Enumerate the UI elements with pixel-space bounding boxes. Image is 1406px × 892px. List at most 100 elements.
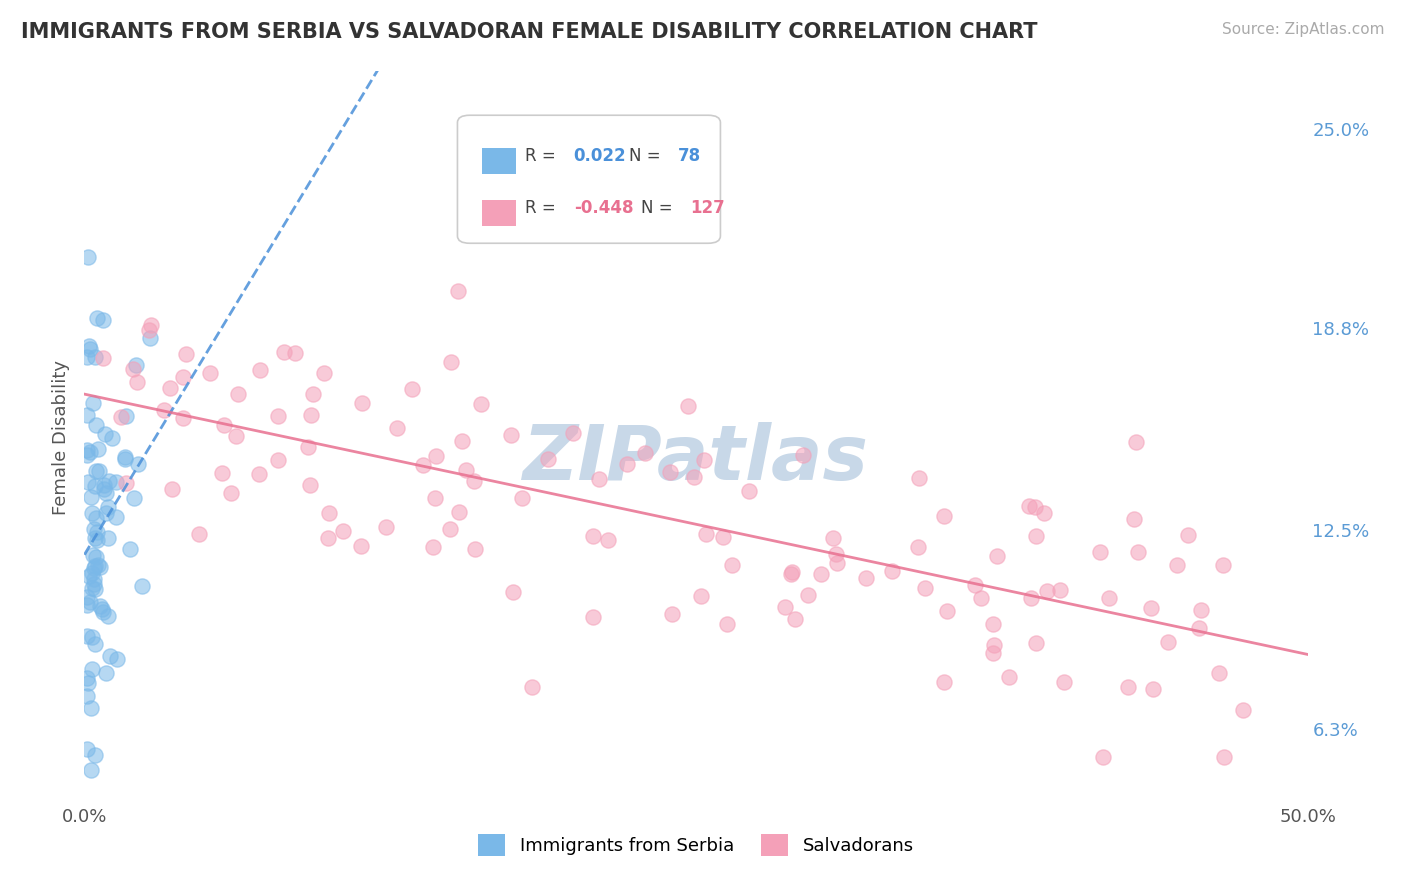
- Point: [83, 637, 105, 651]
- Point: [721, 558, 744, 572]
- Point: [122, 491, 145, 506]
- Point: [616, 457, 638, 471]
- Point: [810, 567, 832, 582]
- Point: [122, 361, 145, 376]
- Point: [350, 539, 373, 553]
- Point: [90, 602, 112, 616]
- Point: [160, 482, 183, 496]
- Point: [318, 506, 340, 520]
- Point: [711, 530, 734, 544]
- Text: 127: 127: [690, 199, 724, 218]
- Point: [422, 540, 444, 554]
- Point: [738, 483, 761, 498]
- Point: [110, 410, 132, 425]
- Point: [96, 500, 118, 514]
- Point: [827, 556, 849, 570]
- Point: [1212, 749, 1234, 764]
- Point: [82, 630, 104, 644]
- Bar: [482, 200, 516, 227]
- Point: [792, 448, 814, 462]
- Legend: Immigrants from Serbia, Salvadorans: Immigrants from Serbia, Salvadorans: [471, 827, 921, 863]
- Text: 78: 78: [678, 147, 700, 165]
- Point: [76, 689, 98, 703]
- Point: [412, 458, 434, 472]
- Point: [501, 428, 523, 442]
- Point: [659, 465, 682, 479]
- Point: [1025, 529, 1047, 543]
- Point: [562, 425, 585, 440]
- FancyBboxPatch shape: [457, 115, 720, 244]
- Point: [80, 506, 103, 520]
- Point: [676, 399, 699, 413]
- Text: IMMIGRANTS FROM SERBIA VS SALVADORAN FEMALE DISABILITY CORRELATION CHART: IMMIGRANTS FROM SERBIA VS SALVADORAN FEM…: [21, 22, 1038, 42]
- Text: 0.022: 0.022: [574, 147, 626, 165]
- Point: [76, 408, 98, 422]
- Point: [773, 599, 796, 614]
- Point: [138, 331, 160, 345]
- Point: [211, 466, 233, 480]
- Point: [84, 418, 107, 433]
- Point: [91, 351, 114, 366]
- Point: [1188, 621, 1211, 635]
- Point: [84, 478, 107, 492]
- Point: [76, 676, 98, 690]
- Point: [1098, 591, 1121, 605]
- Point: [520, 680, 543, 694]
- Point: [1126, 544, 1149, 558]
- Point: [596, 533, 619, 548]
- Point: [86, 533, 108, 547]
- Point: [1177, 528, 1199, 542]
- Point: [76, 629, 98, 643]
- Point: [297, 440, 319, 454]
- Point: [93, 478, 115, 492]
- Point: [998, 670, 1021, 684]
- Point: [1189, 603, 1212, 617]
- Point: [79, 491, 101, 505]
- Point: [214, 417, 236, 432]
- Point: [153, 402, 176, 417]
- Point: [101, 431, 124, 445]
- Point: [969, 591, 991, 606]
- Point: [423, 491, 446, 505]
- Point: [796, 588, 818, 602]
- Point: [510, 491, 533, 505]
- Point: [94, 427, 117, 442]
- Point: [159, 381, 181, 395]
- Point: [84, 747, 107, 762]
- Point: [273, 344, 295, 359]
- Point: [96, 665, 118, 680]
- Point: [98, 649, 121, 664]
- Point: [83, 559, 105, 574]
- Text: ZIPatlas: ZIPatlas: [523, 422, 869, 496]
- Point: [247, 467, 270, 481]
- Point: [934, 674, 956, 689]
- Point: [314, 366, 336, 380]
- Point: [93, 482, 115, 496]
- Point: [89, 559, 111, 574]
- Point: [87, 442, 110, 456]
- Point: [582, 610, 605, 624]
- Point: [86, 310, 108, 325]
- Point: [981, 647, 1004, 661]
- Point: [855, 571, 877, 585]
- Point: [1019, 591, 1042, 605]
- Text: R =: R =: [524, 147, 555, 165]
- Point: [125, 359, 148, 373]
- Point: [77, 250, 100, 264]
- Point: [114, 451, 136, 466]
- Point: [502, 585, 524, 599]
- Point: [77, 569, 100, 583]
- Point: [131, 579, 153, 593]
- Point: [172, 370, 194, 384]
- Point: [77, 475, 100, 489]
- Text: N =: N =: [628, 147, 661, 165]
- Point: [302, 386, 325, 401]
- Point: [1049, 582, 1071, 597]
- Point: [716, 617, 738, 632]
- Point: [908, 471, 931, 485]
- Point: [375, 520, 398, 534]
- Point: [127, 457, 149, 471]
- Point: [352, 396, 374, 410]
- Point: [780, 565, 803, 579]
- Point: [82, 395, 104, 409]
